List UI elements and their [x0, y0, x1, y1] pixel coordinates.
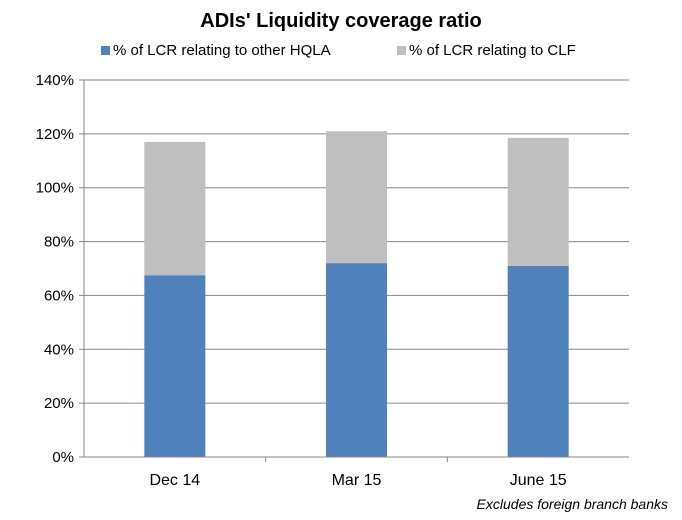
x-category-label: Mar 15 [332, 472, 382, 489]
bar-segment-hqla [326, 263, 387, 457]
y-axis-tick-labels: 0% 20% 40% 60% 80% 100% 120% 140% [36, 72, 74, 466]
bars [144, 131, 569, 457]
y-tick-label: 80% [44, 234, 74, 251]
bar-segment-hqla [507, 265, 569, 457]
bar-segment-clf [326, 131, 387, 264]
x-category-label: June 15 [510, 472, 567, 489]
legend-swatch-hqla [101, 46, 110, 55]
legend-label-hqla: % of LCR relating to other HQLA [113, 42, 331, 59]
legend-label-clf: % of LCR relating to CLF [409, 42, 576, 59]
bar-segment-clf [507, 137, 569, 266]
y-tick-label: 100% [36, 180, 74, 197]
bar-segment-clf [144, 141, 206, 276]
x-axis-category-labels: Dec 14 Mar 15 June 15 [149, 457, 567, 489]
x-category-label: Dec 14 [149, 472, 200, 489]
bar-segment-hqla [144, 275, 206, 457]
legend-swatch-clf [397, 46, 406, 55]
y-tick-label: 0% [52, 449, 74, 466]
y-tick-label: 120% [36, 126, 74, 143]
legend: % of LCR relating to other HQLA % of LCR… [101, 42, 576, 59]
chart-title: ADIs' Liquidity coverage ratio [200, 10, 481, 32]
footnote: Excludes foreign branch banks [477, 496, 668, 512]
y-tick-label: 140% [36, 72, 74, 89]
y-tick-label: 20% [44, 395, 74, 412]
y-tick-label: 40% [44, 341, 74, 358]
y-tick-label: 60% [44, 287, 74, 304]
